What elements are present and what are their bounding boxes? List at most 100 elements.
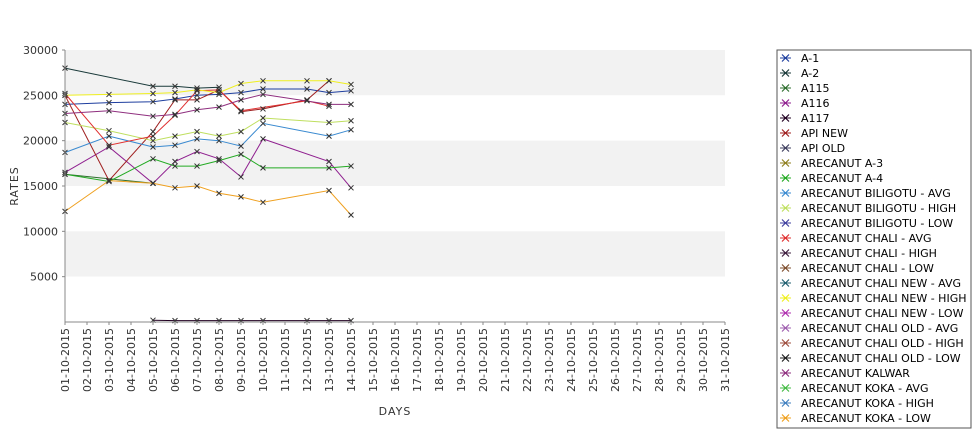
legend-label: A-1 <box>801 52 819 65</box>
legend-label: ARECANUT KALWAR <box>801 367 910 380</box>
x-tick-label: 29-10-2015 <box>675 328 688 392</box>
x-tick-label: 24-10-2015 <box>565 328 578 392</box>
x-tick-label: 27-10-2015 <box>631 328 644 392</box>
data-point-marker <box>172 142 178 149</box>
legend-label: ARECANUT CHALI OLD - AVG <box>801 322 958 335</box>
legend-box <box>776 49 972 429</box>
series-line <box>64 138 352 189</box>
x-tick-label: 09-10-2015 <box>235 328 248 392</box>
x-tick-label: 03-10-2015 <box>103 328 116 392</box>
legend-label: A-2 <box>801 67 819 80</box>
plot-band <box>65 50 725 96</box>
data-point-marker <box>304 97 310 104</box>
y-tick-label: 10000 <box>23 225 58 238</box>
legend-label: ARECANUT KOKA - LOW <box>801 412 931 425</box>
plot-band <box>65 95 725 141</box>
data-point-marker <box>150 180 156 187</box>
plot-band <box>65 186 725 232</box>
x-tick-label: 13-10-2015 <box>323 328 336 392</box>
data-point-marker <box>348 81 354 88</box>
data-point-marker <box>326 165 332 171</box>
data-point-marker <box>150 113 156 120</box>
data-point-marker <box>216 190 222 197</box>
data-point-marker <box>238 143 244 149</box>
y-tick-label: 25000 <box>23 89 58 102</box>
data-point-marker <box>150 137 156 144</box>
data-point-marker <box>326 101 332 108</box>
data-point-marker <box>172 133 178 139</box>
series-line <box>64 93 351 117</box>
data-point-marker <box>106 144 112 150</box>
legend-label: ARECANUT CHALI - LOW <box>801 262 934 275</box>
legend-label: A116 <box>801 97 830 110</box>
data-point-marker <box>194 97 200 103</box>
data-point-marker <box>106 127 112 134</box>
y-tick-label: 30000 <box>23 44 58 57</box>
data-point-marker <box>216 91 222 98</box>
x-tick-label: 04-10-2015 <box>125 328 138 392</box>
x-tick-label: 17-10-2015 <box>411 328 424 392</box>
data-point-marker <box>260 165 266 171</box>
legend-label: ARECANUT KOKA - AVG <box>801 382 928 395</box>
data-point-marker <box>172 96 178 102</box>
x-tick-label: 21-10-2015 <box>499 328 512 392</box>
x-tick-label: 18-10-2015 <box>433 328 446 392</box>
legend-label: ARECANUT CHALI - AVG <box>801 232 932 245</box>
y-axis-title: RATES <box>8 166 21 206</box>
x-tick-label: 14-10-2015 <box>345 328 358 392</box>
x-tick-label: 31-10-2015 <box>719 328 732 392</box>
y-tick-label: 20000 <box>23 135 58 148</box>
data-point-marker <box>194 135 200 142</box>
data-point-marker <box>172 89 178 96</box>
legend-label: ARECANUT A-4 <box>801 172 883 185</box>
data-point-marker <box>172 112 178 119</box>
data-point-marker <box>216 155 222 162</box>
data-point-marker <box>326 158 332 165</box>
data-point-marker <box>238 97 244 103</box>
legend-label: API NEW <box>801 127 848 140</box>
y-tick-labels: 5000 10000 15000 20000 25000 30000 <box>23 44 65 284</box>
data-point-marker <box>194 87 200 93</box>
legend-label: ARECANUT CHALI OLD - HIGH <box>801 337 964 350</box>
data-point-marker <box>106 142 112 149</box>
data-point-marker <box>194 148 200 155</box>
data-point-marker <box>172 158 178 165</box>
data-point-marker <box>260 86 266 92</box>
legend-label: ARECANUT A-3 <box>801 157 883 170</box>
data-point-marker <box>238 80 244 87</box>
series-lines <box>64 67 352 322</box>
data-point-marker <box>238 107 244 114</box>
x-tick-label: 16-10-2015 <box>389 328 402 392</box>
data-point-marker <box>106 133 112 139</box>
legend-label: API OLD <box>801 142 845 155</box>
data-point-marker <box>348 126 354 133</box>
data-point-marker <box>348 163 354 169</box>
x-tick-label: 15-10-2015 <box>367 328 380 392</box>
legend-label: ARECANUT CHALI NEW - LOW <box>801 307 964 320</box>
series-line <box>64 173 154 184</box>
data-point-marker <box>348 87 354 94</box>
x-axis-title: DAYS <box>379 405 412 418</box>
data-point-marker <box>238 108 244 115</box>
data-point-marker <box>150 144 156 150</box>
data-point-marker <box>326 89 332 96</box>
data-point-marker <box>260 120 266 127</box>
series-line <box>64 122 352 153</box>
data-point-marker <box>150 128 156 135</box>
plot-bands <box>65 50 725 322</box>
x-tick-label: 02-10-2015 <box>81 328 94 392</box>
data-point-marker <box>194 163 200 169</box>
data-point-marker <box>348 212 354 218</box>
x-tick-labels: 01-10-2015 02-10-2015 03-10-2015 04-10-2015… <box>59 322 732 392</box>
data-point-marker <box>194 106 200 113</box>
x-tick-label: 05-10-2015 <box>147 328 160 392</box>
legend-label: ARECANUT KOKA - HIGH <box>801 397 934 410</box>
x-tick-label: 28-10-2015 <box>653 328 666 392</box>
data-point-marker <box>106 177 112 184</box>
legend-label: ARECANUT BILIGOTU - AVG <box>801 187 951 200</box>
x-tick-label: 23-10-2015 <box>543 328 556 392</box>
legend-label: A117 <box>801 112 830 125</box>
x-tick-label: 06-10-2015 <box>169 328 182 392</box>
data-point-marker <box>326 187 332 194</box>
